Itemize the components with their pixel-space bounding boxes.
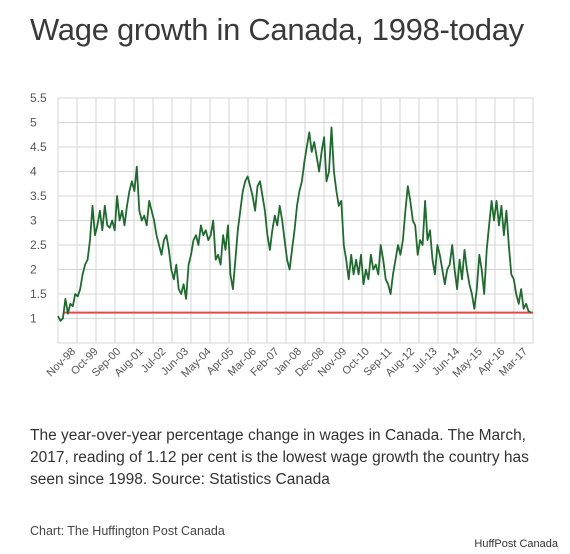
chart-grid bbox=[57, 97, 534, 344]
y-tick-label: 5 bbox=[30, 116, 37, 130]
series-line bbox=[57, 126, 532, 322]
y-tick-label: 5.5 bbox=[30, 91, 47, 105]
wage-growth-chart: 1 1.5 2 2.5 3 3.5 4 4.5 5 5.5 Nov-98Oct-99Sep-00A… bbox=[30, 91, 534, 380]
page-title: Wage growth in Canada, 1998-today bbox=[30, 12, 524, 47]
brand-label: HuffPost Canada bbox=[474, 538, 558, 550]
y-tick-label: 2.5 bbox=[30, 238, 47, 252]
y-tick-label: 3.5 bbox=[30, 189, 47, 203]
x-axis-labels: Nov-98Oct-99Sep-00Aug-01Jul-02Jun-03May-… bbox=[45, 346, 531, 380]
y-tick-label: 4.5 bbox=[30, 140, 47, 154]
y-tick-label: 4 bbox=[30, 165, 37, 179]
y-tick-label: 1 bbox=[30, 312, 37, 326]
chart-caption: The year-over-year percentage change in … bbox=[30, 427, 529, 488]
chart-credit: Chart: The Huffington Post Canada bbox=[30, 524, 225, 538]
series-layer bbox=[57, 126, 532, 322]
y-tick-label: 2 bbox=[30, 263, 37, 277]
y-axis-labels: 1 1.5 2 2.5 3 3.5 4 4.5 5 5.5 bbox=[30, 91, 47, 326]
y-tick-label: 1.5 bbox=[30, 287, 47, 301]
y-tick-label: 3 bbox=[30, 214, 37, 228]
